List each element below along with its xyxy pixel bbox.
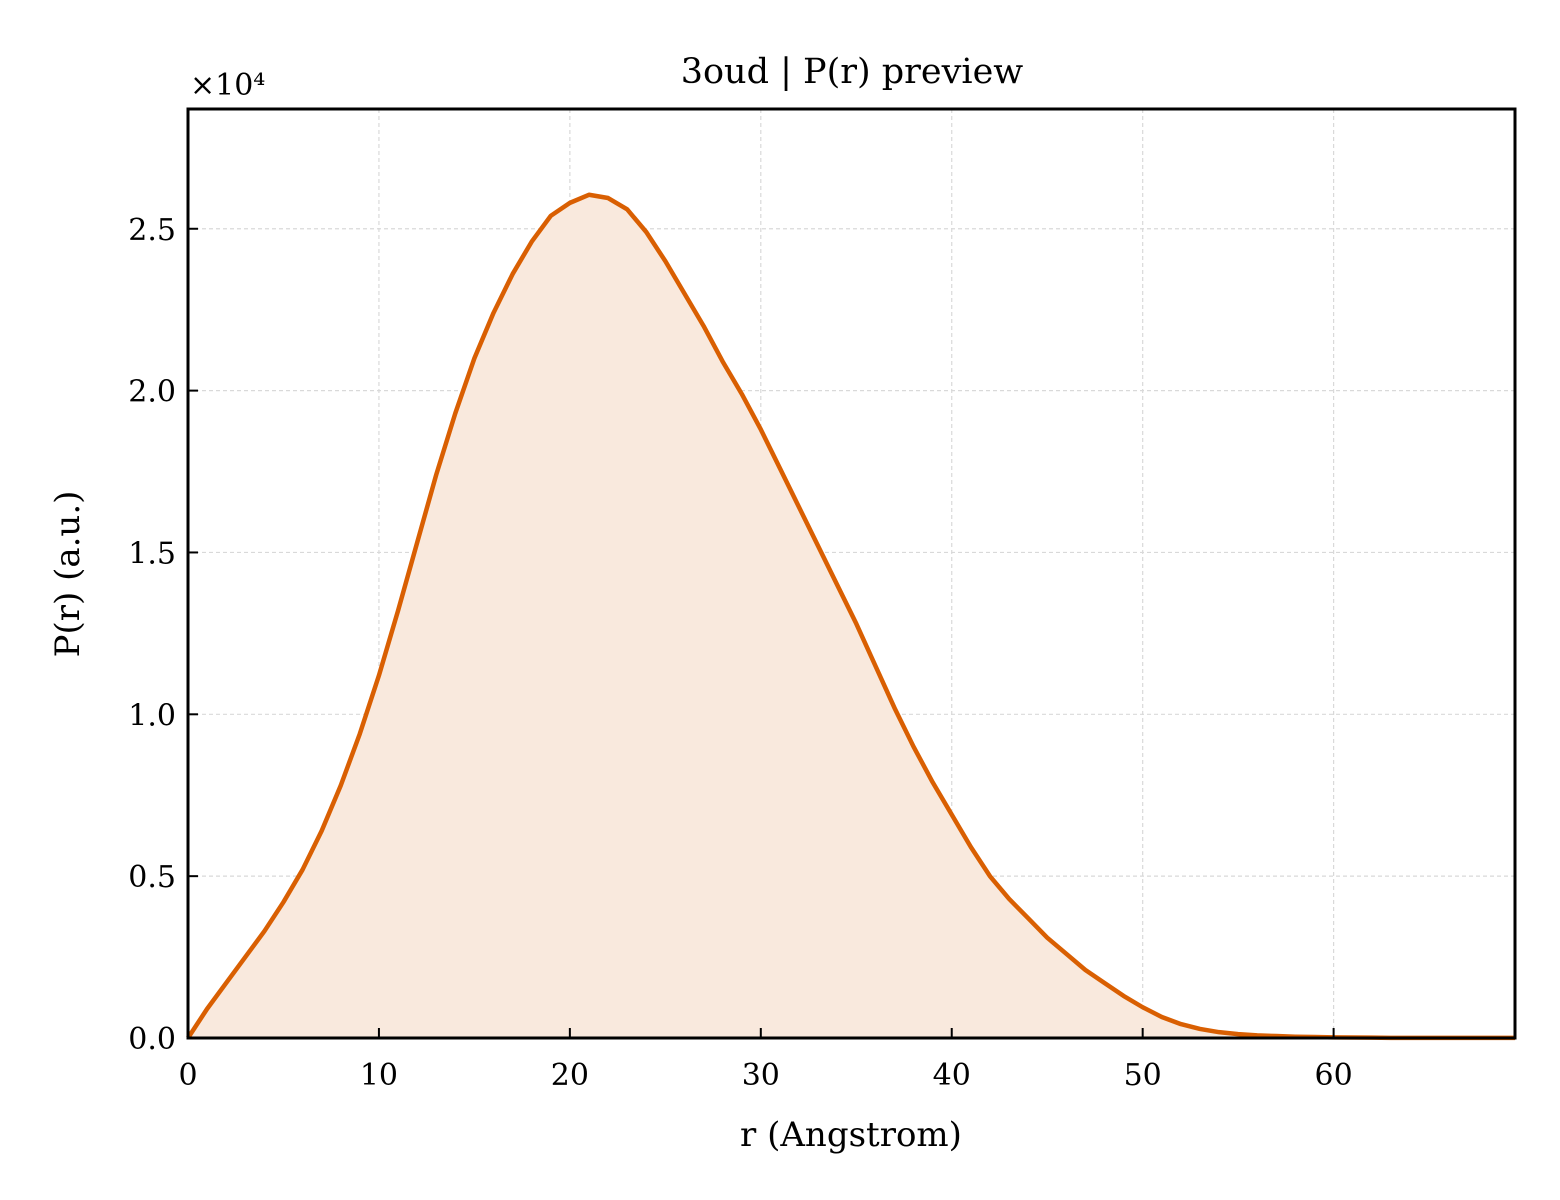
x-tick-label: 40 bbox=[933, 1058, 971, 1093]
tick-marks: 0 10 20 30 40 50 60 0.0 0.5 1.0 1.5 2.0 2.5 bbox=[128, 213, 1352, 1093]
y-tick-label: 0.5 bbox=[128, 860, 176, 895]
y-tick-label: 0.0 bbox=[128, 1022, 176, 1057]
chart-title: 3oud | P(r) preview bbox=[681, 52, 1024, 92]
x-tick-label: 60 bbox=[1315, 1058, 1353, 1093]
x-tick-label: 10 bbox=[360, 1058, 398, 1093]
plot-frame bbox=[186, 107, 1517, 1040]
y-tick-label: 2.5 bbox=[128, 213, 176, 248]
y-tick-label: 1.5 bbox=[128, 536, 176, 571]
x-axis-label: r (Angstrom) bbox=[740, 1115, 962, 1155]
y-tick-label: 1.0 bbox=[128, 698, 176, 733]
x-tick-label: 30 bbox=[742, 1058, 780, 1093]
y-axis-offset-label: ×10⁴ bbox=[190, 68, 265, 103]
x-tick-label: 0 bbox=[178, 1058, 197, 1093]
x-tick-label: 20 bbox=[551, 1058, 589, 1093]
y-axis-label: P(r) (a.u.) bbox=[48, 491, 88, 658]
x-tick-label: 50 bbox=[1124, 1058, 1162, 1093]
y-tick-label: 2.0 bbox=[128, 375, 176, 410]
